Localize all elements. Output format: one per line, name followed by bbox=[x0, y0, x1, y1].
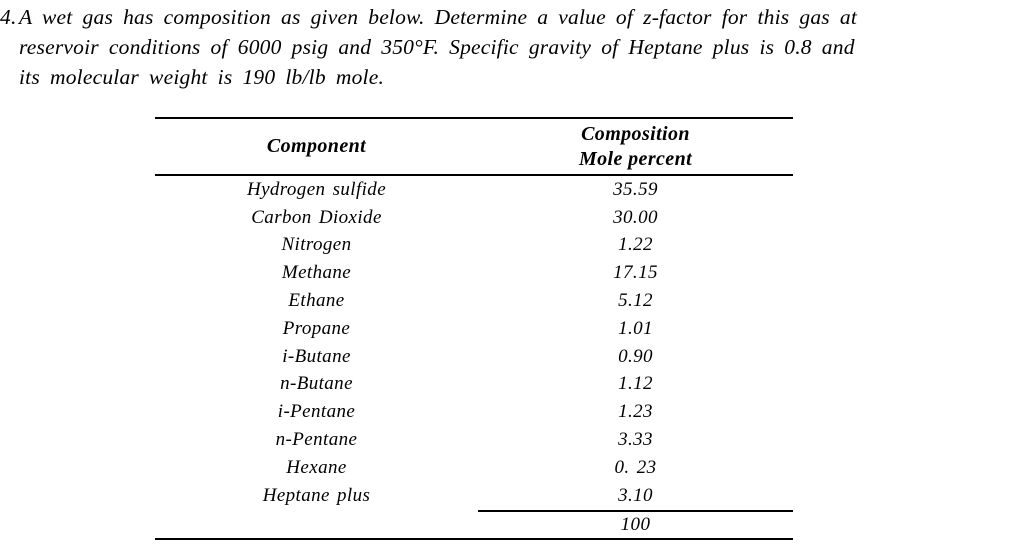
total-value-cell: 100 bbox=[478, 509, 793, 538]
component-cell: i-Butane bbox=[282, 345, 351, 367]
problem-text-line-3: its molecular weight is 190 lb/lb mole. bbox=[19, 65, 385, 89]
table-row: Nitrogen 1.22 bbox=[155, 232, 793, 260]
mole-percent-cell: 0.90 bbox=[618, 345, 653, 367]
table-body: Hydrogen sulfide 35.59 Carbon Dioxide 30… bbox=[155, 176, 793, 510]
table-row: n-Butane 1.12 bbox=[155, 371, 793, 399]
problem-text-line-1: A wet gas has composition as given below… bbox=[19, 5, 858, 29]
problem-statement: 4. A wet gas has composition as given be… bbox=[0, 2, 857, 92]
mole-percent-cell: 5.12 bbox=[618, 290, 653, 312]
table-row: i-Pentane 1.23 bbox=[155, 398, 793, 426]
component-column-header: Component bbox=[266, 135, 367, 157]
composition-header-line-1: Composition bbox=[581, 122, 690, 145]
composition-column-header: Composition Mole percent bbox=[478, 119, 793, 174]
component-cell: Hydrogen sulfide bbox=[246, 178, 387, 200]
table-row: i-Butane 0.90 bbox=[155, 343, 793, 371]
component-cell: Methane bbox=[281, 262, 352, 284]
problem-number: 4. bbox=[0, 5, 17, 29]
component-cell: Carbon Dioxide bbox=[251, 206, 382, 228]
mole-percent-cell: 30.00 bbox=[613, 206, 658, 228]
table-row: Ethane 5.12 bbox=[155, 287, 793, 315]
mole-percent-cell: 35.59 bbox=[613, 178, 658, 200]
mole-percent-cell: 1.12 bbox=[618, 373, 653, 395]
component-cell: n-Butane bbox=[280, 373, 353, 395]
mole-percent-cell: 1.01 bbox=[618, 317, 653, 339]
mole-percent-cell: 0. 23 bbox=[614, 456, 657, 478]
table-header-row: Component Composition Mole percent bbox=[155, 119, 793, 176]
problem-text: A wet gas has composition as given below… bbox=[19, 2, 857, 92]
composition-table: Component Composition Mole percent Hydro… bbox=[155, 117, 793, 540]
table-row: Hydrogen sulfide 35.59 bbox=[155, 176, 793, 204]
component-cell: Ethane bbox=[288, 290, 345, 312]
table-row: Heptane plus 3.10 bbox=[155, 482, 793, 510]
mole-percent-cell: 17.15 bbox=[613, 262, 658, 284]
mole-percent-cell: 3.10 bbox=[618, 484, 653, 506]
table-row: Propane 1.01 bbox=[155, 315, 793, 343]
component-cell: Propane bbox=[282, 317, 351, 339]
composition-header-line-2: Mole percent bbox=[578, 147, 693, 170]
component-cell: n-Pentane bbox=[275, 429, 358, 451]
table-row: Carbon Dioxide 30.00 bbox=[155, 204, 793, 232]
mole-percent-cell: 3.33 bbox=[618, 429, 653, 451]
table-total-row: 100 bbox=[155, 509, 793, 538]
component-cell: Nitrogen bbox=[281, 234, 352, 256]
component-cell: i-Pentane bbox=[277, 401, 356, 423]
mole-percent-cell: 1.23 bbox=[618, 401, 653, 423]
component-cell: Heptane plus bbox=[262, 484, 371, 506]
table-row: Hexane 0. 23 bbox=[155, 454, 793, 482]
problem-text-line-2: reservoir conditions of 6000 psig and 35… bbox=[19, 35, 855, 59]
table-row: Methane 17.15 bbox=[155, 259, 793, 287]
component-cell: Hexane bbox=[286, 456, 347, 478]
table-row: n-Pentane 3.33 bbox=[155, 426, 793, 454]
mole-percent-cell: 1.22 bbox=[618, 234, 653, 256]
